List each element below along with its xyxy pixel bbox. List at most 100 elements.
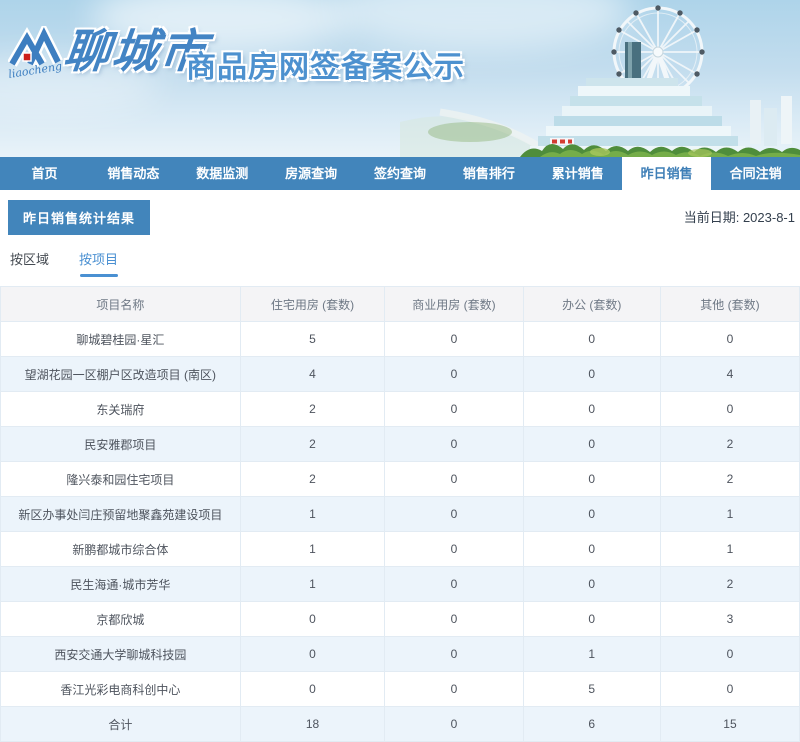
project-name-cell: 聊城碧桂园·星汇 bbox=[0, 321, 241, 357]
value-cell: 1 bbox=[522, 636, 661, 672]
ferris-wheel-cityscape-photo bbox=[400, 5, 800, 157]
section-title: 昨日销售统计结果 bbox=[8, 200, 151, 235]
value-cell: 0 bbox=[239, 601, 386, 637]
value-cell: 0 bbox=[384, 496, 524, 532]
value-cell: 0 bbox=[384, 321, 524, 357]
value-cell: 0 bbox=[384, 601, 524, 637]
project-name-cell: 合计 bbox=[0, 706, 241, 742]
value-cell: 18 bbox=[239, 706, 386, 742]
nav-item-9[interactable]: 合同注销 bbox=[729, 166, 782, 181]
value-cell: 0 bbox=[522, 356, 661, 392]
value-cell: 4 bbox=[239, 356, 386, 392]
value-cell: 0 bbox=[384, 636, 524, 672]
value-cell: 2 bbox=[239, 461, 386, 497]
view-tab-2[interactable]: 按项目 bbox=[77, 249, 120, 277]
value-cell: 0 bbox=[522, 566, 661, 602]
table-row: 隆兴泰和园住宅项目 2 0 0 2 bbox=[0, 461, 800, 497]
project-name-cell: 望湖花园一区棚户区改造项目 (南区) bbox=[0, 356, 241, 392]
value-cell: 1 bbox=[239, 531, 386, 567]
table-row: 聊城碧桂园·星汇 5 0 0 0 bbox=[0, 321, 800, 357]
value-cell: 0 bbox=[384, 391, 524, 427]
table-body: 聊城碧桂园·星汇 5 0 0 0 望湖花园一区棚户区改造项目 (南区) 4 0 0 4 东关瑞府 2 0… bbox=[0, 321, 800, 742]
project-name-cell: 西安交通大学聊城科技园 bbox=[0, 636, 241, 672]
nav-bar: 首页 销售动态 数据监测 房源查询 签约查询 销售排行 累计销售 昨日销售 合同注销 bbox=[0, 157, 800, 190]
value-cell: 0 bbox=[522, 321, 661, 357]
table-row: 京都欣城 0 0 0 3 bbox=[0, 601, 800, 637]
nav-item-8[interactable]: 昨日销售 bbox=[622, 157, 712, 190]
nav-item-1[interactable]: 首页 bbox=[31, 166, 58, 181]
nav-item-6[interactable]: 销售排行 bbox=[462, 166, 515, 181]
project-name-cell: 民安雅郡项目 bbox=[0, 426, 241, 462]
value-cell: 1 bbox=[239, 496, 386, 532]
value-cell: 1 bbox=[239, 566, 386, 602]
value-cell: 0 bbox=[659, 321, 800, 357]
value-cell: 0 bbox=[522, 461, 661, 497]
column-header-3: 商业用房 (套数) bbox=[384, 286, 524, 322]
value-cell: 0 bbox=[384, 566, 524, 602]
column-header-4: 办公 (套数) bbox=[522, 286, 661, 322]
value-cell: 2 bbox=[239, 391, 386, 427]
table-row: 民安雅郡项目 2 0 0 2 bbox=[0, 426, 800, 462]
nav-item-4[interactable]: 房源查询 bbox=[285, 166, 338, 181]
nav-item-7[interactable]: 累计销售 bbox=[551, 166, 604, 181]
value-cell: 2 bbox=[659, 566, 800, 602]
table-header-row: 项目名称 住宅用房 (套数) 商业用房 (套数) 办公 (套数) 其他 (套数) bbox=[0, 286, 800, 322]
value-cell: 6 bbox=[522, 706, 661, 742]
liaocheng-roof-m-logo: liaocheng bbox=[8, 26, 63, 81]
table-row: 望湖花园一区棚户区改造项目 (南区) 4 0 0 4 bbox=[0, 356, 800, 392]
value-cell: 0 bbox=[384, 356, 524, 392]
value-cell: 0 bbox=[239, 671, 386, 707]
value-cell: 2 bbox=[659, 426, 800, 462]
sales-statistics-table: 项目名称 住宅用房 (套数) 商业用房 (套数) 办公 (套数) 其他 (套数) 聊城碧… bbox=[0, 286, 800, 742]
value-cell: 3 bbox=[659, 601, 800, 637]
nav-item-5[interactable]: 签约查询 bbox=[374, 166, 427, 181]
table-row: 东关瑞府 2 0 0 0 bbox=[0, 391, 800, 427]
value-cell: 0 bbox=[384, 531, 524, 567]
column-header-2: 住宅用房 (套数) bbox=[239, 286, 386, 322]
total-row: 合计 18 0 6 15 bbox=[0, 706, 800, 742]
value-cell: 0 bbox=[522, 531, 661, 567]
value-cell: 1 bbox=[659, 496, 800, 532]
table-row: 新区办事处闫庄预留地聚鑫苑建设项目 1 0 0 1 bbox=[0, 496, 800, 532]
value-cell: 0 bbox=[522, 601, 661, 637]
value-cell: 0 bbox=[522, 426, 661, 462]
site-title: 商品房网签备案公示 bbox=[186, 51, 465, 84]
project-name-cell: 京都欣城 bbox=[0, 601, 241, 637]
table-row: 西安交通大学聊城科技园 0 0 1 0 bbox=[0, 636, 800, 672]
value-cell: 5 bbox=[239, 321, 386, 357]
project-name-cell: 新鹏都城市综合体 bbox=[0, 531, 241, 567]
current-date-label: 当前日期: bbox=[683, 210, 740, 225]
value-cell: 0 bbox=[384, 671, 524, 707]
value-cell: 0 bbox=[659, 671, 800, 707]
nav-item-3[interactable]: 数据监测 bbox=[196, 166, 249, 181]
view-tab-strip: 按区域 按项目 bbox=[8, 249, 800, 277]
value-cell: 4 bbox=[659, 356, 800, 392]
current-date: 当前日期: 2023-8-1 bbox=[684, 207, 795, 226]
value-cell: 0 bbox=[239, 636, 386, 672]
project-name-cell: 香江光彩电商科创中心 bbox=[0, 671, 241, 707]
project-name-cell: 民生海通·城市芳华 bbox=[0, 566, 241, 602]
view-tab-1[interactable]: 按区域 bbox=[10, 252, 50, 267]
header-banner: liaocheng 聊城市 商品房网签备案公示 bbox=[0, 0, 800, 157]
value-cell: 0 bbox=[659, 636, 800, 672]
column-header-1: 项目名称 bbox=[0, 286, 241, 322]
value-cell: 0 bbox=[384, 426, 524, 462]
value-cell: 0 bbox=[522, 496, 661, 532]
value-cell: 5 bbox=[522, 671, 661, 707]
table-row: 香江光彩电商科创中心 0 0 5 0 bbox=[0, 671, 800, 707]
value-cell: 0 bbox=[384, 461, 524, 497]
current-date-value: 2023-8-1 bbox=[742, 210, 795, 225]
toolbar: 昨日销售统计结果 当前日期: 2023-8-1 bbox=[0, 200, 800, 235]
project-name-cell: 新区办事处闫庄预留地聚鑫苑建设项目 bbox=[0, 496, 241, 532]
column-header-5: 其他 (套数) bbox=[659, 286, 800, 322]
value-cell: 2 bbox=[659, 461, 800, 497]
table-row: 新鹏都城市综合体 1 0 0 1 bbox=[0, 531, 800, 567]
project-name-cell: 东关瑞府 bbox=[0, 391, 241, 427]
table-row: 民生海通·城市芳华 1 0 0 2 bbox=[0, 566, 800, 602]
nav-item-2[interactable]: 销售动态 bbox=[107, 166, 160, 181]
project-name-cell: 隆兴泰和园住宅项目 bbox=[0, 461, 241, 497]
value-cell: 0 bbox=[659, 391, 800, 427]
value-cell: 0 bbox=[522, 391, 661, 427]
value-cell: 2 bbox=[239, 426, 386, 462]
value-cell: 0 bbox=[384, 706, 524, 742]
